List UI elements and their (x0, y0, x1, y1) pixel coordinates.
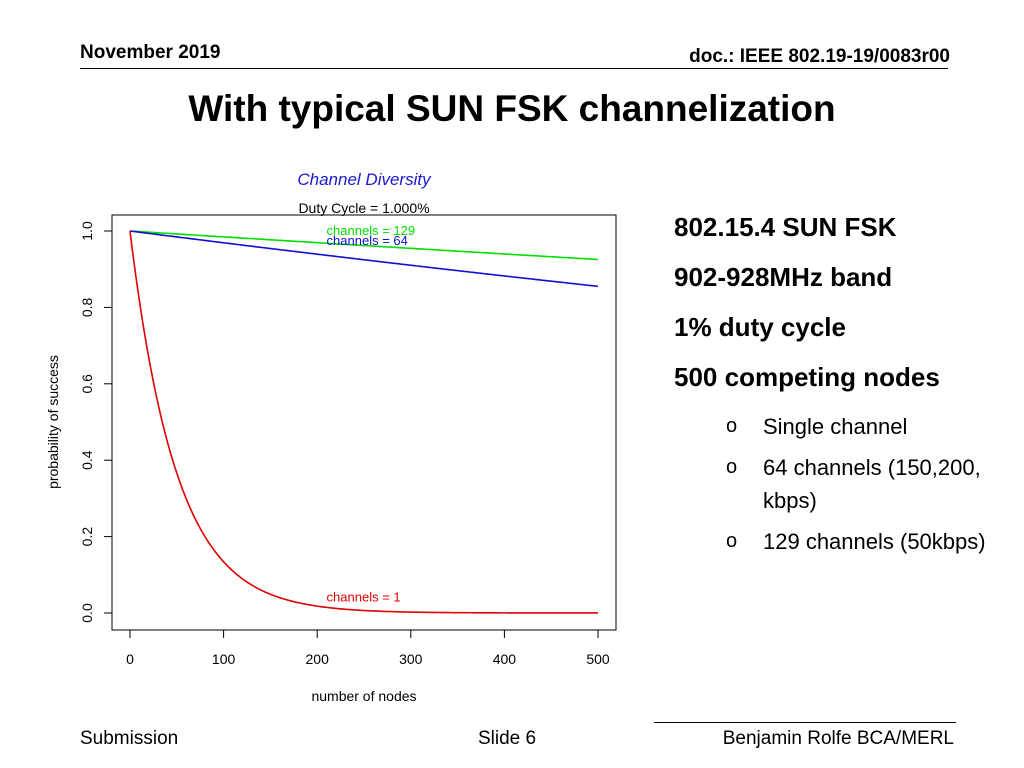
series-line (129, 230, 598, 614)
footer-rule (654, 722, 956, 723)
bullet-main: 500 competing nodes (674, 362, 940, 392)
y-tick-label: 0.0 (79, 603, 95, 623)
series-label: channels = 64 (327, 233, 408, 248)
y-axis: 0.0 0.2 0.4 0.6 0.8 1.0 (79, 221, 113, 623)
header-date: November 2019 (80, 42, 221, 63)
x-tick-label: 500 (586, 651, 610, 667)
slide-title: With typical SUN FSK channelization (188, 88, 836, 129)
bullet-marker: o (726, 456, 738, 478)
sub-bullet: o Single channel (674, 410, 1004, 443)
sub-bullet-text: 129 channels (50kbps) (763, 529, 986, 554)
x-tick-label: 200 (306, 651, 330, 667)
y-tick-label: 0.8 (79, 297, 95, 317)
plot-frame (111, 214, 617, 631)
footer-slide-number: Slide 6 (478, 728, 537, 749)
series-label: channels = 1 (327, 590, 401, 605)
bullet-marker: o (726, 415, 738, 437)
series-line (129, 230, 599, 261)
sub-bullet-text: Single channel (763, 414, 908, 439)
bullet-marker: o (726, 530, 738, 552)
y-tick-label: 0.4 (79, 450, 95, 470)
chart-title: Channel Diversity (297, 170, 432, 189)
bullet-main: 902-928MHz band (674, 262, 893, 292)
header-doc-id: doc.: IEEE 802.19-19/0083r00 (689, 46, 950, 67)
x-tick-label: 0 (126, 651, 134, 667)
x-tick-label: 100 (212, 651, 236, 667)
sub-bullet: o 129 channels (50kbps) (674, 525, 1004, 558)
y-tick-label: 0.6 (79, 374, 95, 394)
footer-author: Benjamin Rolfe BCA/MERL (722, 728, 954, 749)
chart-subtitle: Duty Cycle = 1.000% (298, 200, 429, 216)
bullet-main: 1% duty cycle (674, 312, 846, 342)
bullet-list: 802.15.4 SUN FSK 902-928MHz band 1% duty… (674, 210, 1004, 566)
y-tick-label: 0.2 (79, 527, 95, 547)
x-tick-label: 400 (493, 651, 517, 667)
channel-diversity-chart: Channel Diversity Duty Cycle = 1.000% 0 1… (45, 170, 617, 704)
y-axis-label: probability of success (45, 355, 61, 489)
x-axis: 0 100 200 300 400 500 (126, 629, 610, 667)
sub-bullet-text: 64 channels (150,200, kbps) (763, 455, 981, 513)
footer-submission: Submission (80, 728, 179, 749)
bullet-main: 802.15.4 SUN FSK (674, 212, 897, 242)
series-line (129, 230, 599, 288)
x-tick-label: 300 (399, 651, 423, 667)
sub-bullet: o 64 channels (150,200, kbps) (674, 451, 1004, 517)
header-rule (80, 68, 948, 69)
x-axis-label: number of nodes (311, 688, 416, 704)
series-label: channels = 129 (327, 223, 416, 238)
y-tick-label: 1.0 (79, 221, 95, 241)
